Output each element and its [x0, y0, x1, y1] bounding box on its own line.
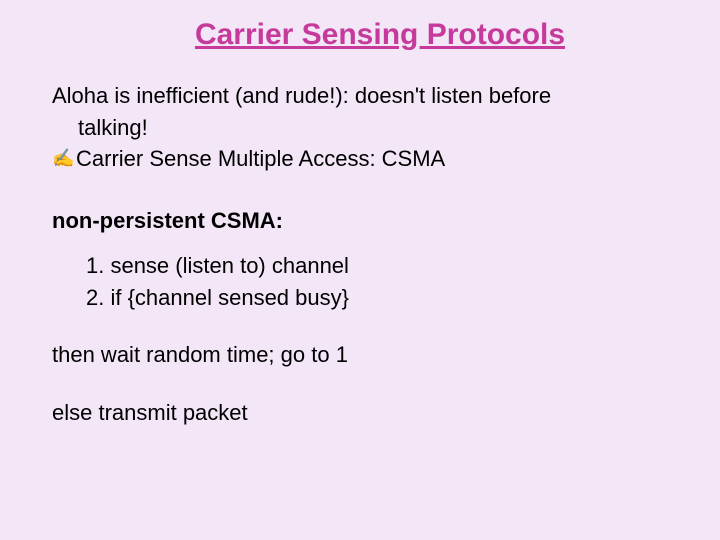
then-clause: then wait random time; go to 1	[52, 341, 668, 369]
slide-title: Carrier Sensing Protocols	[52, 18, 668, 52]
steps-list: 1. sense (listen to) channel 2. if {chan…	[52, 252, 668, 311]
intro-line-2: talking!	[52, 114, 668, 142]
bullet-text: Carrier Sense Multiple Access: CSMA	[76, 145, 445, 173]
slide: Carrier Sensing Protocols Aloha is ineff…	[0, 0, 720, 540]
list-item: 1. sense (listen to) channel	[86, 252, 668, 280]
bullet-item: ✍ Carrier Sense Multiple Access: CSMA	[52, 145, 668, 173]
hand-writing-icon: ✍	[52, 145, 76, 171]
else-clause: else transmit packet	[52, 399, 668, 427]
slide-body: Aloha is inefficient (and rude!): doesn'…	[52, 82, 668, 426]
list-item: 2. if {channel sensed busy}	[86, 284, 668, 312]
intro-line-1: Aloha is inefficient (and rude!): doesn'…	[52, 82, 668, 110]
subheading: non-persistent CSMA:	[52, 207, 668, 235]
